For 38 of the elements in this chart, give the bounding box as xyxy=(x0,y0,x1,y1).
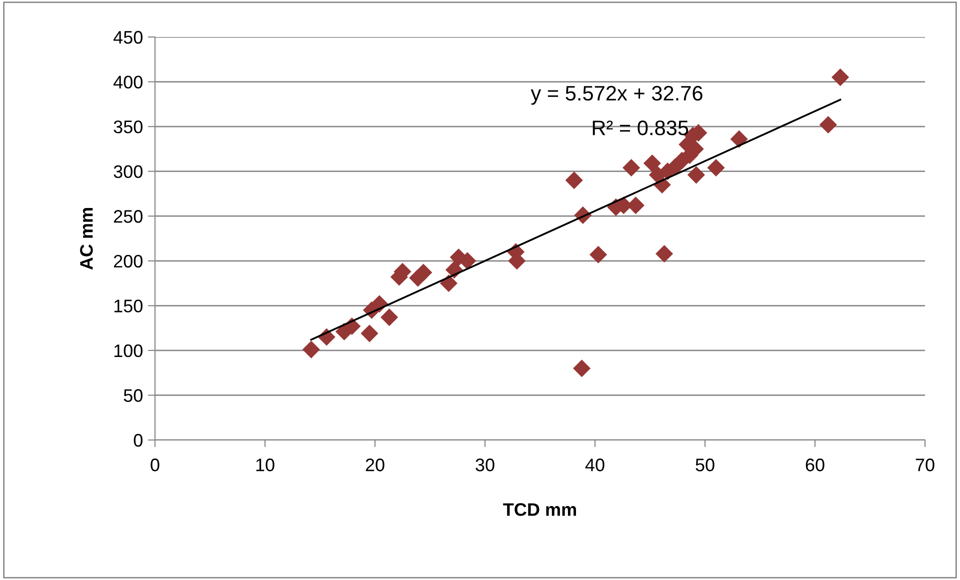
point xyxy=(440,274,458,292)
y-tick-label: 150 xyxy=(114,300,142,312)
y-tick-label: 100 xyxy=(114,344,142,358)
x-tick-label: 30 xyxy=(476,458,494,472)
x-tick-label: 40 xyxy=(585,458,604,472)
point xyxy=(590,246,608,264)
y-tick-label: 450 xyxy=(113,30,142,44)
point xyxy=(687,166,705,184)
point xyxy=(707,158,725,177)
y-tick-label: 250 xyxy=(114,210,142,223)
y-tick-label: 50 xyxy=(124,389,142,402)
point xyxy=(302,340,320,358)
y-tick-label: 0 xyxy=(134,434,142,447)
annotation: R² = 0.835 xyxy=(592,120,688,136)
x-tick-label: 60 xyxy=(806,458,824,472)
point xyxy=(622,158,640,177)
point xyxy=(414,264,432,282)
point xyxy=(643,154,661,172)
point xyxy=(380,308,398,326)
y-tick-label: 400 xyxy=(113,76,142,88)
y-tick-label: 350 xyxy=(114,120,142,134)
point xyxy=(656,244,674,263)
x-tick-label: 50 xyxy=(696,458,714,472)
x-tick-label: 20 xyxy=(366,458,384,472)
annotation: y = 5.572x + 32.76 xyxy=(530,86,702,105)
y-tick-label: 300 xyxy=(114,165,142,178)
point xyxy=(819,116,837,134)
point xyxy=(573,360,591,378)
point xyxy=(360,324,378,342)
y-axis-title: AC mm xyxy=(80,208,93,270)
point xyxy=(730,130,748,148)
point xyxy=(832,68,850,86)
y-tick-label: 200 xyxy=(114,254,142,268)
x-tick-label: 0 xyxy=(150,458,160,472)
x-tick-label: 10 xyxy=(256,458,274,472)
x-tick-label: 70 xyxy=(916,458,934,472)
point xyxy=(565,172,583,190)
x-axis-title: TCD mm xyxy=(503,503,576,516)
